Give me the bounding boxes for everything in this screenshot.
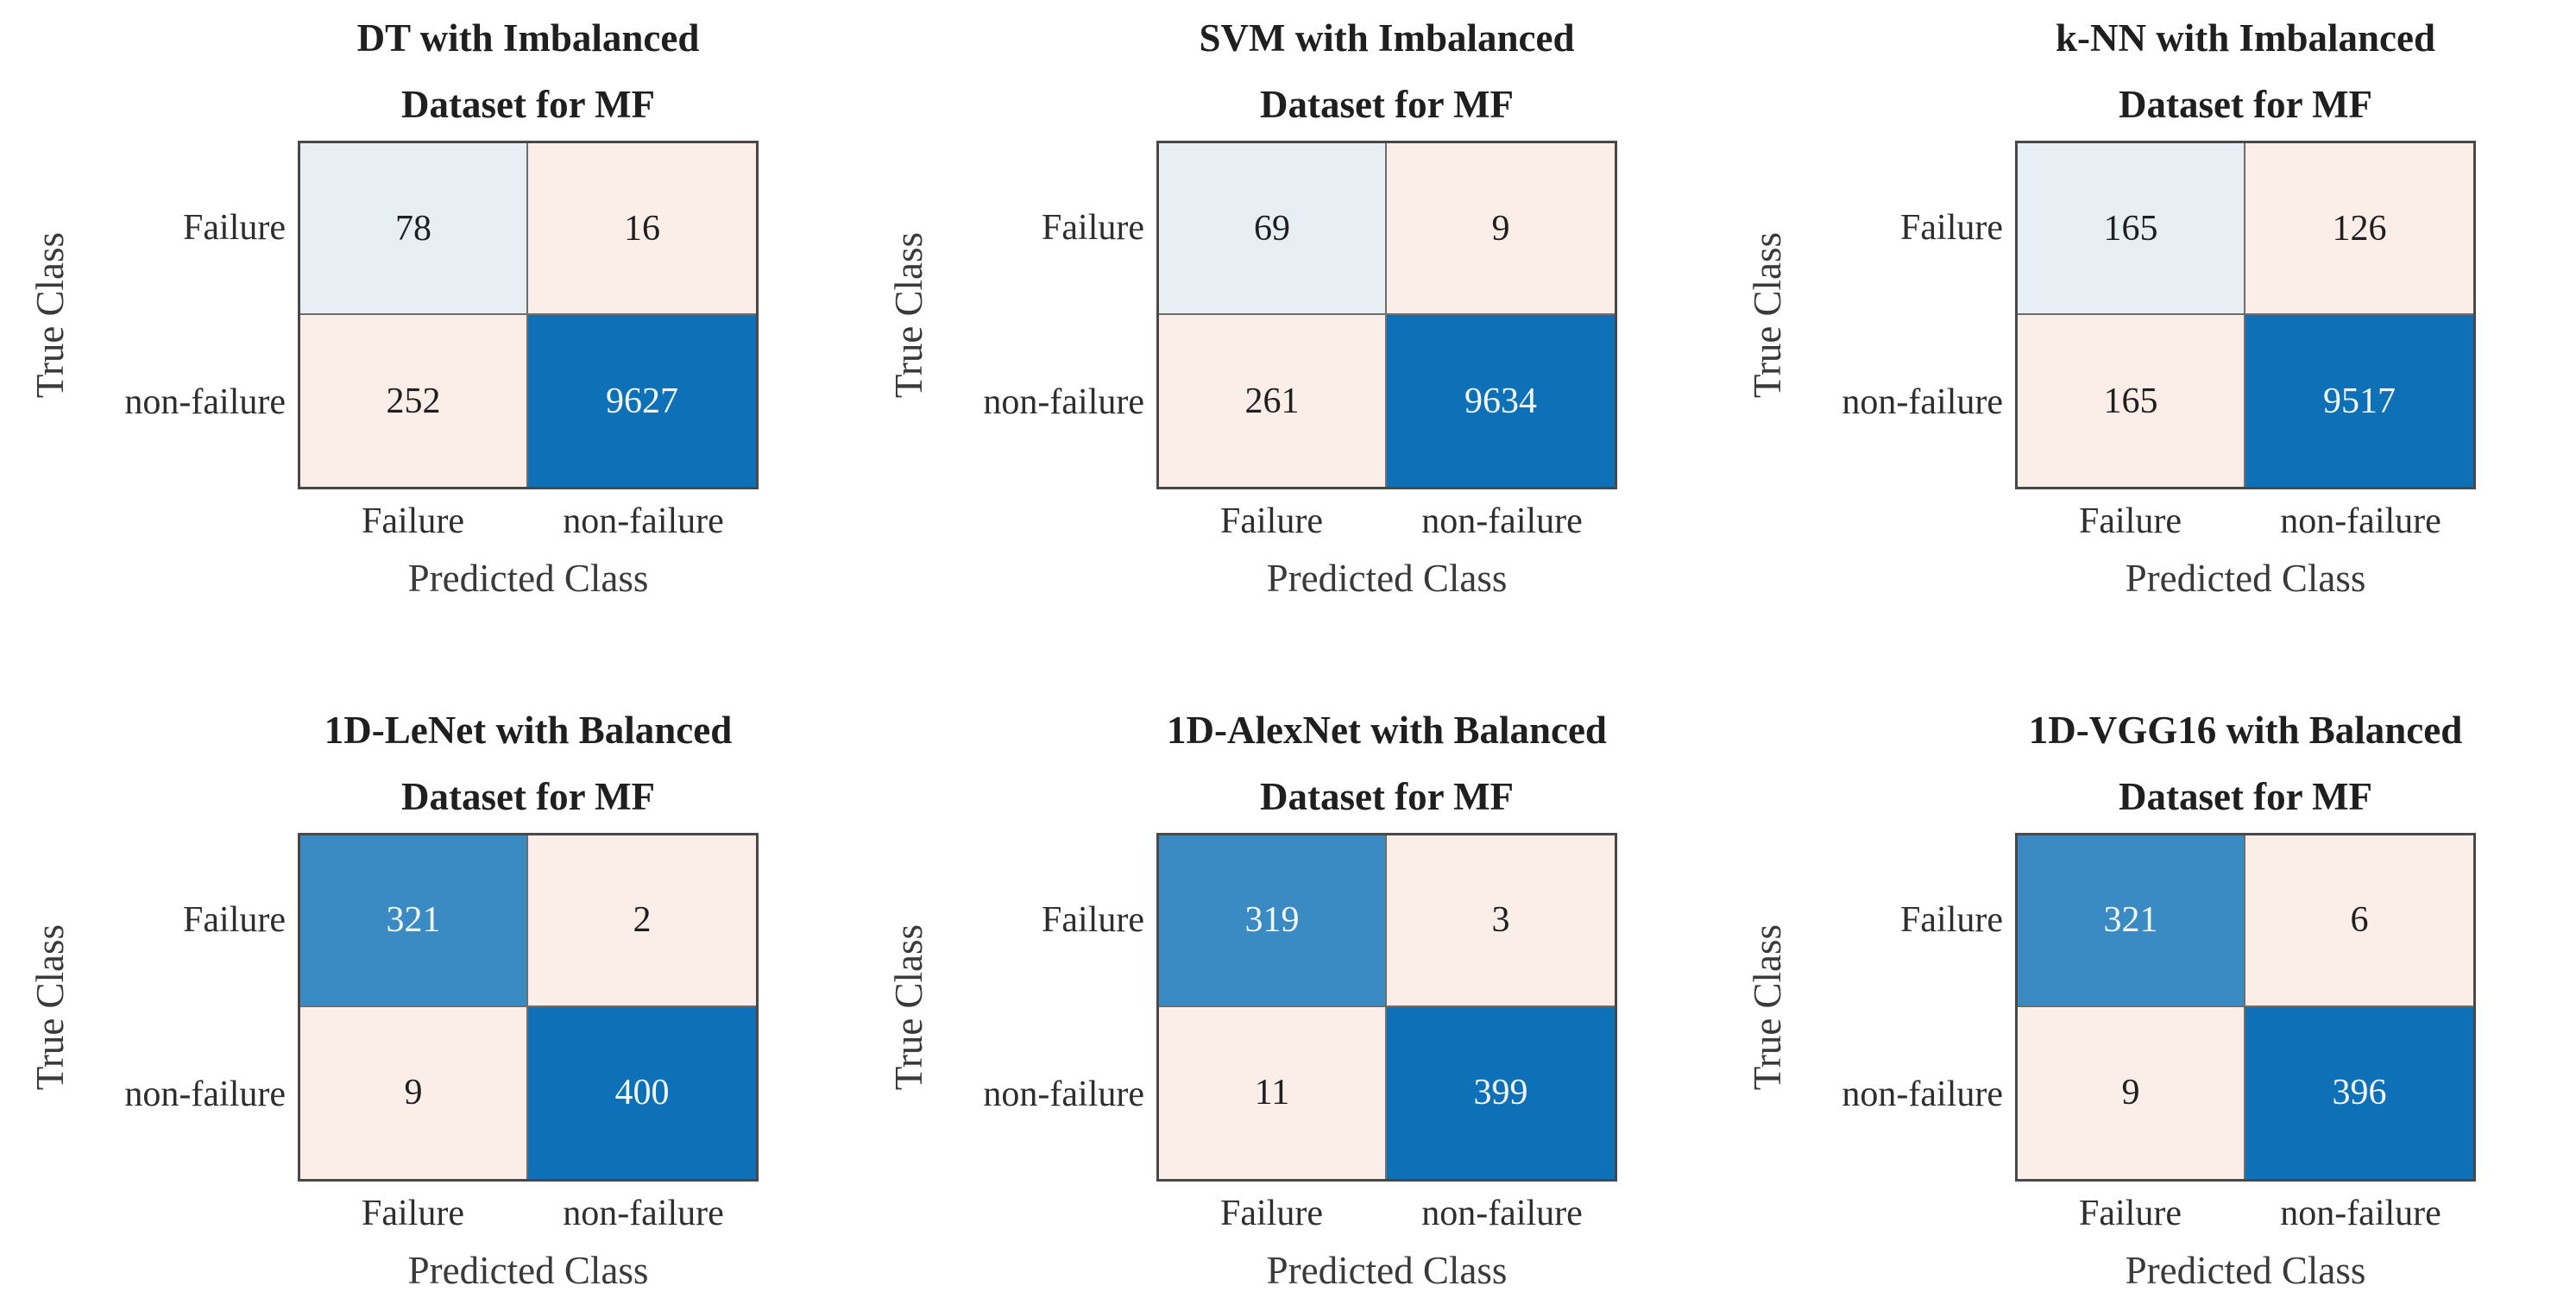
col-labels: Failure non-failure (298, 501, 759, 542)
panel-title: 1D-VGG16 with Balanced Dataset for MF (2015, 697, 2476, 830)
panel-dt-imbalanced: DT with Imbalanced Dataset for MF True C… (0, 0, 859, 656)
row-label-failure: Failure (1042, 208, 1144, 248)
col-labels: Failure non-failure (1156, 501, 1617, 542)
matrix-cell-false-positive: 261 (1159, 315, 1387, 487)
col-label-failure: Failure (2079, 501, 2182, 541)
row-label-non-failure: non-failure (124, 1074, 286, 1114)
matrix-cell-true-positive: 321 (300, 835, 528, 1007)
row-label-failure: Failure (1900, 208, 2003, 248)
confusion-matrix: 69 9 261 9634 (1156, 141, 1617, 489)
col-label-non-failure: non-failure (2280, 501, 2441, 541)
matrix-cell-true-positive: 78 (300, 143, 528, 315)
col-label-non-failure: non-failure (1421, 1193, 1583, 1233)
confusion-matrix: 78 16 252 9627 (298, 141, 759, 489)
panel-knn-imbalanced: k-NN with Imbalanced Dataset for MF True… (1717, 0, 2576, 656)
confusion-matrix: 165 126 165 9517 (2015, 141, 2476, 489)
matrix-cell-true-negative: 9517 (2245, 315, 2473, 487)
matrix-cell-true-negative: 396 (2245, 1006, 2473, 1179)
row-label-non-failure: non-failure (983, 1074, 1144, 1114)
matrix-cell-true-positive: 165 (2018, 143, 2245, 315)
col-label-failure: Failure (2079, 1193, 2182, 1233)
col-label-non-failure: non-failure (1421, 501, 1583, 541)
panel-title-line1: 1D-AlexNet with Balanced (1167, 708, 1607, 752)
panel-title-line2: Dataset for MF (2118, 774, 2373, 818)
panel-title-line2: Dataset for MF (400, 83, 656, 126)
row-label-failure: Failure (1900, 899, 2003, 940)
matrix-cell-false-positive: 9 (300, 1006, 528, 1179)
matrix-cell-false-negative: 2 (528, 835, 756, 1007)
matrix-cell-true-positive: 321 (2018, 835, 2245, 1007)
row-labels: Failure non-failure (0, 833, 286, 1182)
col-labels: Failure non-failure (2015, 1193, 2476, 1234)
row-labels: Failure non-failure (859, 141, 1144, 489)
panel-title-line1: 1D-LeNet with Balanced (324, 708, 733, 752)
panel-title-line2: Dataset for MF (1259, 774, 1515, 818)
row-label-failure: Failure (1042, 899, 1144, 940)
row-labels: Failure non-failure (1717, 833, 2003, 1182)
panel-title-line2: Dataset for MF (400, 774, 656, 818)
col-label-non-failure: non-failure (563, 1193, 724, 1233)
col-label-failure: Failure (362, 501, 464, 541)
matrix-cell-true-positive: 69 (1159, 143, 1387, 315)
panel-title-line2: Dataset for MF (1259, 83, 1515, 126)
matrix-cell-true-negative: 399 (1387, 1006, 1615, 1179)
matrix-cell-false-positive: 11 (1159, 1006, 1387, 1179)
col-label-failure: Failure (1220, 501, 1323, 541)
panel-title: k-NN with Imbalanced Dataset for MF (2015, 5, 2476, 138)
row-labels: Failure non-failure (1717, 141, 2003, 489)
col-labels: Failure non-failure (298, 1193, 759, 1234)
x-axis-label: Predicted Class (2125, 1248, 2366, 1292)
matrix-cell-true-positive: 319 (1159, 835, 1387, 1007)
panel-title-line2: Dataset for MF (2118, 83, 2373, 126)
row-label-failure: Failure (183, 208, 286, 248)
col-label-non-failure: non-failure (563, 501, 724, 541)
col-label-non-failure: non-failure (2280, 1193, 2441, 1233)
x-axis-label: Predicted Class (1266, 557, 1508, 600)
row-label-failure: Failure (183, 899, 286, 940)
matrix-cell-false-negative: 9 (1387, 143, 1615, 315)
panel-title: 1D-AlexNet with Balanced Dataset for MF (1156, 697, 1617, 830)
row-label-non-failure: non-failure (983, 382, 1144, 422)
matrix-cell-false-negative: 6 (2245, 835, 2473, 1007)
panel-svm-imbalanced: SVM with Imbalanced Dataset for MF True … (859, 0, 1717, 656)
col-labels: Failure non-failure (2015, 501, 2476, 542)
x-axis-label: Predicted Class (1266, 1248, 1508, 1292)
row-label-non-failure: non-failure (1842, 382, 2003, 422)
panel-title-line1: SVM with Imbalanced (1199, 16, 1575, 60)
x-axis-label: Predicted Class (407, 557, 649, 600)
x-axis-label: Predicted Class (407, 1248, 649, 1292)
row-label-non-failure: non-failure (124, 382, 286, 422)
col-labels: Failure non-failure (1156, 1193, 1617, 1234)
confusion-matrix: 321 2 9 400 (298, 832, 759, 1182)
row-label-non-failure: non-failure (1842, 1074, 2003, 1114)
x-axis-label: Predicted Class (2125, 557, 2366, 600)
confusion-matrix: 321 6 9 396 (2015, 832, 2476, 1182)
matrix-cell-true-negative: 400 (528, 1006, 756, 1179)
matrix-cell-false-negative: 126 (2245, 143, 2473, 315)
panel-1d-vgg16-balanced: 1D-VGG16 with Balanced Dataset for MF Tr… (1717, 656, 2576, 1311)
panel-title-line1: 1D-VGG16 with Balanced (2028, 708, 2463, 752)
matrix-cell-false-negative: 16 (528, 143, 756, 315)
matrix-cell-false-positive: 165 (2018, 315, 2245, 487)
col-label-failure: Failure (362, 1193, 464, 1233)
panel-title: 1D-LeNet with Balanced Dataset for MF (298, 697, 759, 830)
matrix-cell-true-negative: 9627 (528, 315, 756, 487)
matrix-cell-false-negative: 3 (1387, 835, 1615, 1007)
row-labels: Failure non-failure (859, 833, 1144, 1182)
panel-1d-lenet-balanced: 1D-LeNet with Balanced Dataset for MF Tr… (0, 656, 859, 1311)
matrix-cell-true-negative: 9634 (1387, 315, 1615, 487)
matrix-cell-false-positive: 252 (300, 315, 528, 487)
panel-title-line1: k-NN with Imbalanced (2055, 16, 2436, 60)
panel-title: SVM with Imbalanced Dataset for MF (1156, 5, 1617, 138)
panel-title-line1: DT with Imbalanced (356, 16, 700, 60)
col-label-failure: Failure (1220, 1193, 1323, 1233)
panel-1d-alexnet-balanced: 1D-AlexNet with Balanced Dataset for MF … (859, 656, 1717, 1311)
row-labels: Failure non-failure (0, 141, 286, 489)
panel-title: DT with Imbalanced Dataset for MF (298, 5, 759, 138)
confusion-matrix: 319 3 11 399 (1156, 832, 1617, 1182)
matrix-cell-false-positive: 9 (2018, 1006, 2245, 1179)
